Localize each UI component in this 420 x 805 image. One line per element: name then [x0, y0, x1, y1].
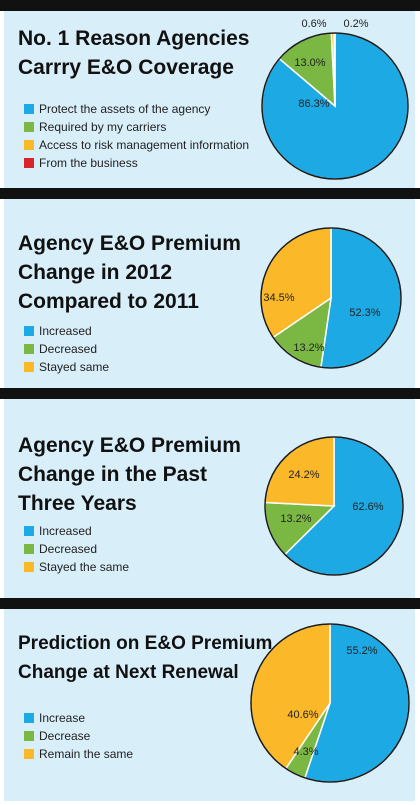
legend-label: Increased [39, 524, 92, 538]
pie-slice [320, 227, 402, 369]
legend-swatch [24, 749, 34, 759]
slice-value-label: 13.0% [294, 57, 325, 69]
legend-label: Increased [39, 324, 92, 338]
slice-value-label: 40.6% [287, 709, 318, 721]
chart-title-line: Three Years [18, 492, 137, 515]
legend-swatch [24, 158, 34, 168]
legend-swatch [24, 122, 34, 132]
chart-title-line: Change in the Past [18, 463, 208, 486]
legend-item: Required by my carriers [24, 118, 249, 136]
divider-bar [0, 188, 420, 199]
legend-item: Decreased [24, 540, 129, 558]
legend-item: Decreased [24, 340, 109, 358]
legend-swatch [24, 104, 34, 114]
divider-bar [0, 0, 420, 11]
legend-item: Increase [24, 709, 133, 727]
legend-item: From the business [24, 154, 249, 172]
slice-value-label: 86.3% [298, 98, 329, 110]
legend-item: Increased [24, 322, 109, 340]
pie-outline [260, 227, 402, 369]
divider-bar [0, 388, 420, 399]
legend-swatch [24, 544, 34, 554]
legend-swatch [24, 344, 34, 354]
chart-panel-coverage-reason: No. 1 Reason Agencies Carrry E&O Coverag… [4, 11, 415, 188]
legend-item: Stayed same [24, 358, 109, 376]
pie-chart: 86.3% 13.0% 0.6% 0.2% [261, 18, 409, 180]
slice-value-label: 0.6% [301, 18, 326, 30]
legend-item: Remain the same [24, 745, 133, 763]
legend-item: Stayed the same [24, 558, 129, 576]
slice-value-label: 0.2% [343, 18, 368, 30]
legend-label: Increase [39, 711, 86, 725]
chart-title-line: Prediction on E&O Premium [18, 633, 273, 654]
pie-outline [261, 32, 409, 180]
chart-panel-premium-three-years: Agency E&O Premium Change in the Past Th… [4, 399, 415, 598]
legend-item: Decrease [24, 727, 133, 745]
legend-item: Increased [24, 522, 129, 540]
chart-title-line: Agency E&O Premium [18, 434, 241, 457]
slice-value-label: 13.2% [280, 513, 311, 525]
legend-label: From the business [39, 156, 138, 170]
legend-swatch [24, 731, 34, 741]
pie-outline [264, 436, 404, 576]
pie-slice [333, 32, 336, 107]
legend-swatch [24, 362, 34, 372]
pie-outline [250, 623, 410, 783]
legend-label: Remain the same [39, 747, 134, 761]
chart-title: Agency E&O Premium Change in 2012 Compar… [18, 229, 241, 316]
slice-value-label: 24.2% [288, 469, 319, 481]
legend-label: Stayed the same [39, 560, 130, 574]
chart-title-line: Change in 2012 [18, 261, 173, 284]
legend-swatch [24, 713, 34, 723]
slice-value-label: 13.2% [293, 342, 324, 354]
chart-panel-premium-2012: Agency E&O Premium Change in 2012 Compar… [4, 199, 415, 388]
slice-value-label: 4.3% [293, 746, 318, 758]
legend-label: Decrease [39, 729, 91, 743]
legend-label: Decreased [39, 342, 98, 356]
slice-value-label: 34.5% [263, 292, 294, 304]
chart-title: Prediction on E&O Premium Change at Next… [18, 629, 272, 687]
legend-swatch [24, 526, 34, 536]
chart-title-line: Compared to 2011 [18, 290, 199, 313]
legend-label: Protect the assets of the agency [39, 102, 211, 116]
chart-title: Agency E&O Premium Change in the Past Th… [18, 431, 241, 518]
pie-chart: 62.6% 13.2% 24.2% [264, 436, 404, 576]
chart-title-line: Carrry E&O Coverage [18, 56, 234, 79]
legend-swatch [24, 562, 34, 572]
legend-item: Access to risk management information [24, 136, 249, 154]
chart-legend: Increased Decreased Stayed same [24, 322, 109, 376]
chart-legend: Increase Decrease Remain the same [24, 709, 133, 763]
pie-chart: 52.3% 13.2% 34.5% [260, 227, 402, 369]
legend-label: Decreased [39, 542, 98, 556]
chart-legend: Increased Decreased Stayed the same [24, 522, 129, 576]
legend-label: Stayed same [39, 360, 110, 374]
legend-item: Protect the assets of the agency [24, 100, 249, 118]
pie-chart: 55.2% 4.3% 40.6% [250, 623, 410, 783]
legend-label: Access to risk management information [39, 138, 250, 152]
legend-swatch [24, 140, 34, 150]
chart-title-line: Change at Next Renewal [18, 662, 239, 683]
chart-title-line: Agency E&O Premium [18, 232, 241, 255]
slice-value-label: 55.2% [346, 645, 377, 657]
divider-bar [0, 598, 420, 609]
slice-value-label: 52.3% [349, 307, 380, 319]
legend-swatch [24, 326, 34, 336]
chart-title-line: No. 1 Reason Agencies [18, 27, 250, 50]
legend-label: Required by my carriers [39, 120, 167, 134]
chart-panel-next-renewal: Prediction on E&O Premium Change at Next… [4, 609, 415, 801]
chart-legend: Protect the assets of the agency Require… [24, 100, 249, 172]
chart-title: No. 1 Reason Agencies Carrry E&O Coverag… [18, 24, 249, 82]
slice-value-label: 62.6% [352, 501, 383, 513]
